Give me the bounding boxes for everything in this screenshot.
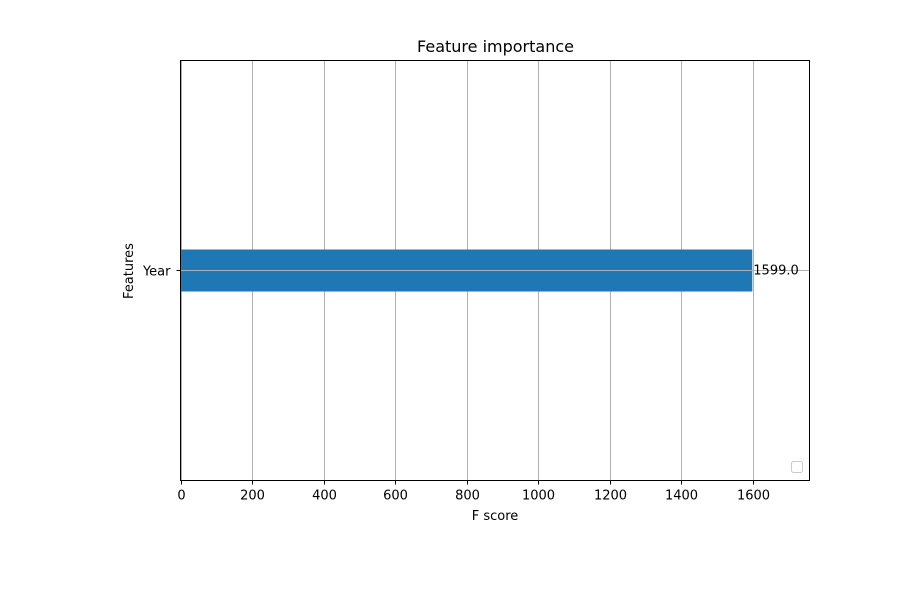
x-axis-label: F score: [472, 509, 519, 524]
x-tick-label: 0: [177, 489, 185, 504]
bar-value-label: 1599.0: [753, 264, 799, 279]
x-tick-label: 600: [383, 489, 408, 504]
x-axis-ticks: 0 200 400 600 800 1000 1200 1400 1600: [177, 480, 770, 504]
chart-title: Feature importance: [417, 37, 574, 56]
x-tick-label: 400: [312, 489, 337, 504]
x-tick-label: 1400: [665, 489, 698, 504]
y-tick-label: Year: [142, 265, 171, 280]
legend-box: [791, 461, 803, 473]
x-tick-label: 800: [455, 489, 480, 504]
y-axis-ticks: Year: [142, 265, 181, 280]
x-tick-label: 1600: [737, 489, 770, 504]
x-tick-label: 1000: [522, 489, 555, 504]
x-tick-label: 200: [240, 489, 265, 504]
data-labels: 1599.0: [753, 264, 799, 279]
x-tick-label: 1200: [594, 489, 627, 504]
y-axis-label: Features: [122, 243, 137, 299]
